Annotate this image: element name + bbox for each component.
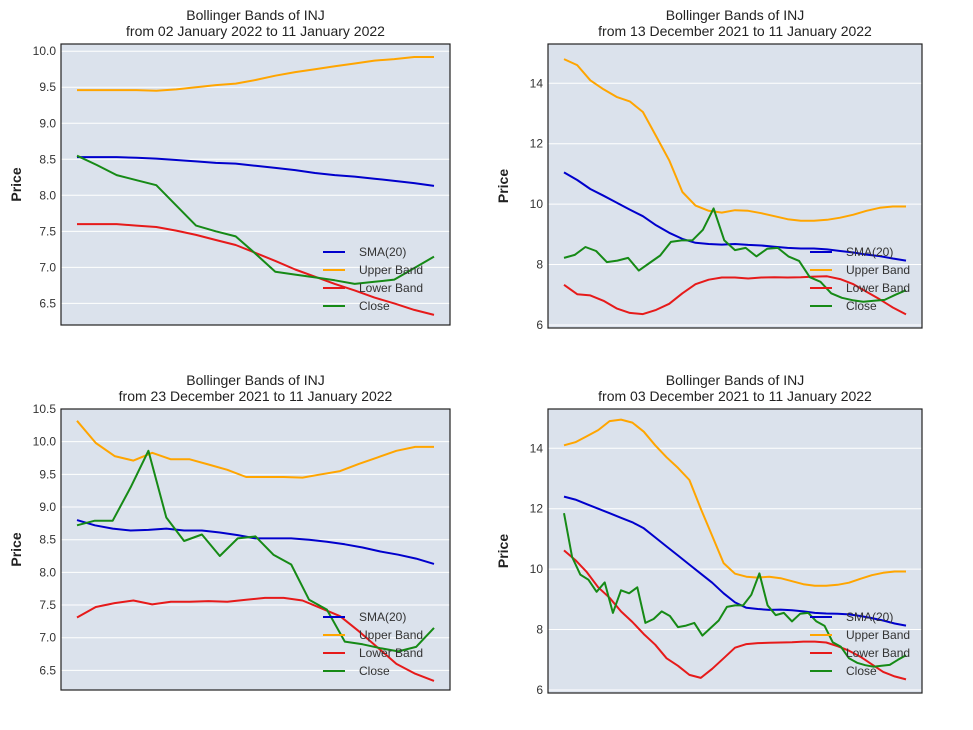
y-axis-label: Price [8,167,24,201]
legend-label: Lower Band [359,646,423,660]
plot-frame [547,43,923,329]
legend-label: Close [846,664,877,678]
legend-label: Upper Band [846,263,910,277]
y-tick-label: 8.5 [39,533,56,547]
legend-label: Lower Band [359,281,423,295]
chart-panel-1: Bollinger Bands of INJ from 02 January 2… [8,7,451,326]
series-line-sma [77,156,435,187]
series-line-upper [563,58,906,222]
y-tick-label: 9.0 [39,500,56,514]
y-tick-label: 10 [530,562,544,576]
plot-frame [547,408,923,694]
series-line-sma [76,519,435,565]
series-line-lower [76,596,435,682]
y-tick-label: 8.5 [39,152,56,166]
y-axis-label: Price [8,532,24,566]
series-line-close [563,513,907,668]
y-axis-label: Price [495,169,511,203]
y-tick-label: 8.0 [39,188,56,202]
y-tick-label: 7.5 [39,598,56,612]
y-tick-label: 8.0 [39,565,56,579]
chart-title-line1: Bollinger Bands of INJ [186,7,325,23]
legend-label: SMA(20) [359,245,406,259]
legend-label: SMA(20) [846,610,893,624]
y-tick-label: 9.5 [39,80,56,94]
chart-title-line2: from 02 January 2022 to 11 January 2022 [126,23,385,39]
y-tick-label: 9.0 [39,116,56,130]
legend-label: Upper Band [359,628,423,642]
chart-title-line1: Bollinger Bands of INJ [186,372,325,388]
y-tick-label: 10.5 [33,402,57,416]
series-line-upper [76,420,434,479]
y-tick-label: 7.0 [39,260,56,274]
series-line-close [563,207,907,303]
series-line-close [76,449,435,653]
plot-area [61,409,450,690]
y-tick-label: 7.0 [39,631,56,645]
y-axis-label: Price [495,534,511,568]
y-tick-label: 6.5 [39,663,56,677]
legend-label: SMA(20) [359,610,406,624]
series-line-sma [563,495,907,627]
chart-panel-2: Bollinger Bands of INJ from 13 December … [495,7,923,332]
y-tick-label: 12 [530,137,544,151]
chart-title-line2: from 13 December 2021 to 11 January 2022 [598,23,872,39]
y-tick-label: 7.5 [39,224,56,238]
chart-title-line2: from 23 December 2021 to 11 January 2022 [119,388,393,404]
y-tick-label: 10 [530,197,544,211]
y-tick-label: 10.0 [33,435,57,449]
plot-frame [60,43,451,326]
y-tick-label: 9.5 [39,467,56,481]
y-tick-label: 8 [536,623,543,637]
plot-area [548,44,922,328]
y-tick-label: 14 [530,76,544,90]
y-tick-label: 10.0 [33,44,57,58]
chart-panel-4: Bollinger Bands of INJ from 03 December … [495,372,923,697]
plot-frame [60,408,451,691]
plot-area [548,409,922,693]
series-line-close [76,154,435,285]
legend-label: Close [359,664,390,678]
series-line-sma [563,171,907,262]
chart-title-line1: Bollinger Bands of INJ [666,372,805,388]
chart-title-line1: Bollinger Bands of INJ [666,7,805,23]
chart-panel-3: Bollinger Bands of INJ from 23 December … [8,372,451,691]
legend-label: Upper Band [846,628,910,642]
series-line-upper [77,56,434,92]
series-line-lower [563,275,907,316]
y-tick-label: 14 [530,441,544,455]
y-tick-label: 6.5 [39,296,56,310]
legend-label: Close [846,299,877,313]
legend-label: SMA(20) [846,245,893,259]
series-line-upper [563,418,906,587]
chart-title-line2: from 03 December 2021 to 11 January 2022 [598,388,872,404]
y-tick-label: 8 [536,258,543,272]
y-tick-label: 12 [530,502,544,516]
series-line-lower [563,549,907,681]
y-tick-label: 6 [536,683,543,697]
legend-label: Lower Band [846,281,910,295]
legend-label: Upper Band [359,263,423,277]
y-tick-label: 6 [536,318,543,332]
legend-label: Lower Band [846,646,910,660]
legend-label: Close [359,299,390,313]
